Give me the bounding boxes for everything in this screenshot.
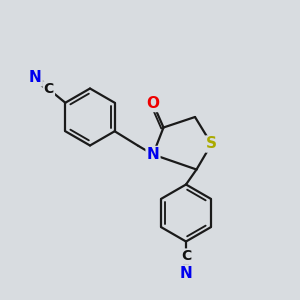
Text: C: C — [44, 82, 54, 96]
Text: N: N — [147, 147, 159, 162]
Text: N: N — [180, 266, 192, 280]
Text: N: N — [29, 70, 42, 85]
Text: C: C — [181, 250, 191, 263]
Text: O: O — [146, 96, 160, 111]
Text: S: S — [206, 136, 217, 152]
